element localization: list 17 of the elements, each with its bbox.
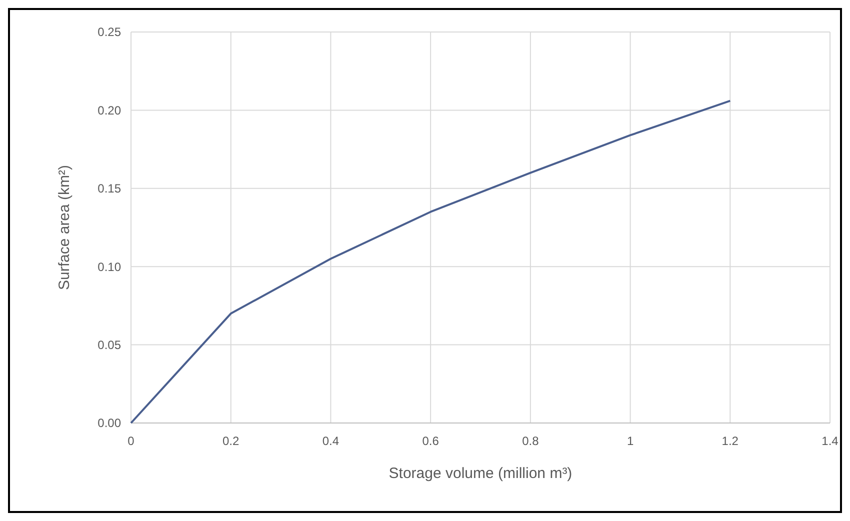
y-tick-label: 0.00 bbox=[98, 416, 122, 430]
y-tick-label: 0.05 bbox=[98, 338, 122, 352]
y-tick-label: 0.10 bbox=[98, 260, 122, 274]
x-tick-label: 1.2 bbox=[722, 434, 739, 448]
y-tick-label: 0.25 bbox=[98, 25, 122, 40]
y-tick-label: 0.15 bbox=[98, 182, 122, 196]
y-tick-label: 0.20 bbox=[98, 103, 122, 118]
line-series bbox=[130, 100, 732, 424]
x-tick-label: 0.4 bbox=[322, 434, 340, 448]
x-tick-label: 0.8 bbox=[522, 434, 540, 448]
x-axis-title: Storage volume (million m³) bbox=[388, 465, 572, 482]
x-tick-label: 0 bbox=[128, 434, 135, 448]
x-tick-label: 0.6 bbox=[422, 434, 440, 448]
x-tick-label: 1.4 bbox=[822, 434, 839, 448]
y-axis-title: Surface area (km²) bbox=[56, 164, 73, 290]
x-tick-label: 1 bbox=[626, 434, 634, 448]
x-tick-label: 0.2 bbox=[222, 434, 240, 448]
